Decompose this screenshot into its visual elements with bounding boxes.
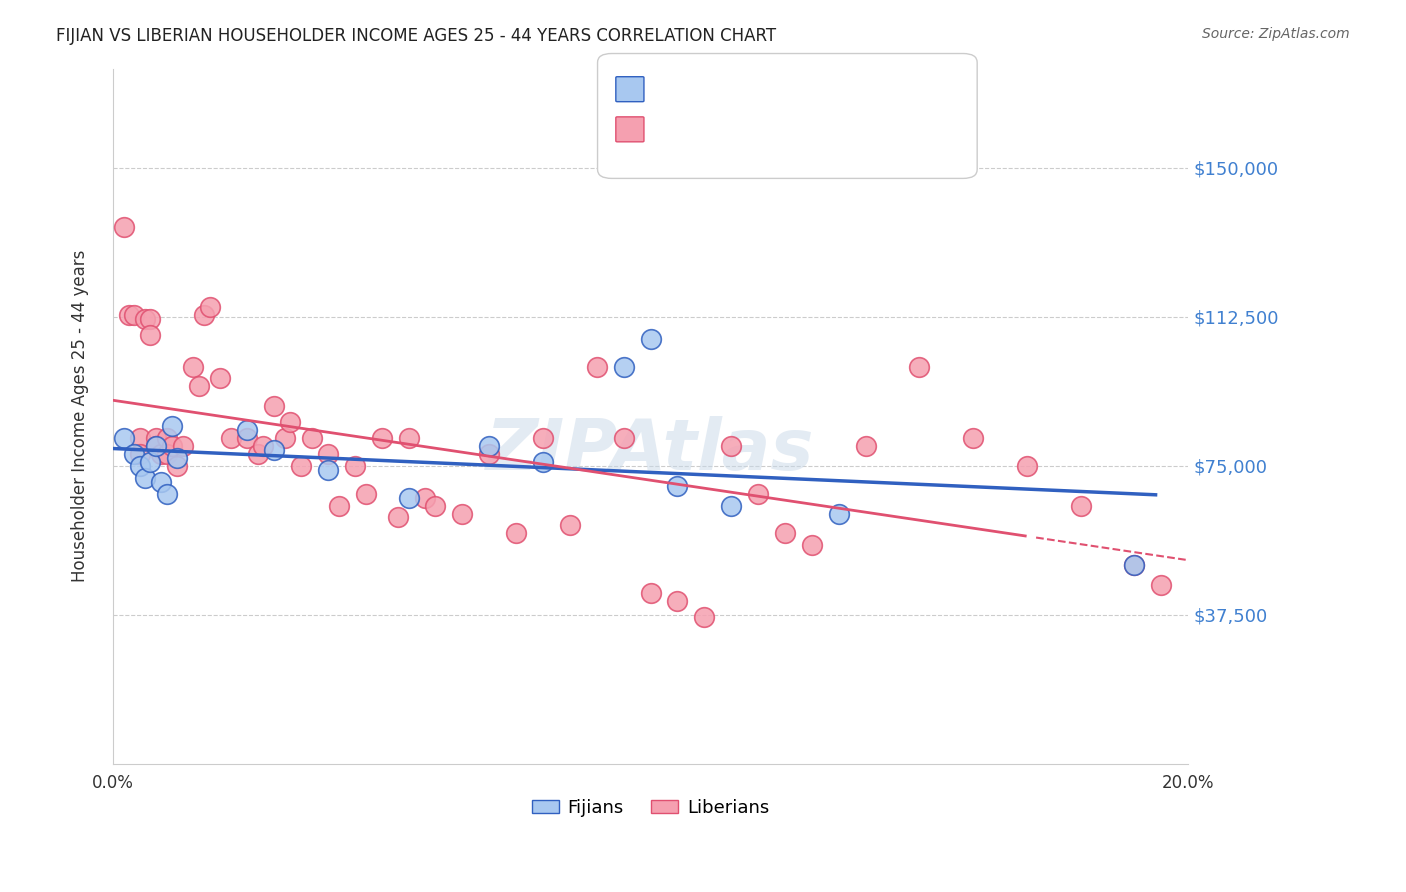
Point	[693, 609, 716, 624]
Point	[301, 431, 323, 445]
Point	[156, 431, 179, 445]
Point	[720, 499, 742, 513]
Point	[413, 491, 436, 505]
Point	[585, 359, 607, 374]
Point	[613, 431, 636, 445]
Point	[398, 431, 420, 445]
Point	[640, 332, 662, 346]
Point	[124, 308, 146, 322]
Text: N = 80: N = 80	[794, 120, 858, 138]
Point	[139, 455, 162, 469]
Point	[398, 491, 420, 505]
Point	[128, 447, 150, 461]
Point	[112, 431, 135, 445]
Point	[855, 439, 877, 453]
Point	[278, 415, 301, 429]
Text: R = -0.249   N = 80: R = -0.249 N = 80	[633, 120, 810, 138]
Y-axis label: Householder Income Ages 25 - 44 years: Householder Income Ages 25 - 44 years	[72, 250, 89, 582]
Point	[828, 507, 851, 521]
Text: -0.218: -0.218	[676, 80, 734, 98]
Point	[128, 431, 150, 445]
Point	[1123, 558, 1146, 573]
Point	[193, 308, 215, 322]
Point	[720, 439, 742, 453]
Point	[316, 447, 339, 461]
Point	[558, 518, 581, 533]
Point	[124, 447, 146, 461]
Point	[531, 431, 554, 445]
Point	[478, 439, 501, 453]
Point	[451, 507, 474, 521]
Text: Source: ZipAtlas.com: Source: ZipAtlas.com	[1202, 27, 1350, 41]
Text: ZIPAtlas: ZIPAtlas	[486, 417, 814, 485]
Point	[773, 526, 796, 541]
Point	[1150, 578, 1173, 592]
Point	[139, 327, 162, 342]
Point	[640, 586, 662, 600]
Point	[134, 471, 156, 485]
Point	[316, 463, 339, 477]
Point	[747, 486, 769, 500]
Point	[219, 431, 242, 445]
Point	[139, 311, 162, 326]
Point	[1015, 458, 1038, 473]
Point	[370, 431, 392, 445]
Point	[160, 439, 183, 453]
Point	[387, 510, 409, 524]
Point	[128, 458, 150, 473]
Point	[274, 431, 297, 445]
Point	[145, 439, 167, 453]
Point	[247, 447, 270, 461]
Point	[145, 439, 167, 453]
Point	[166, 458, 188, 473]
Point	[150, 447, 173, 461]
Point	[150, 475, 173, 489]
Point	[172, 439, 194, 453]
Point	[613, 359, 636, 374]
Point	[425, 499, 447, 513]
Point	[118, 308, 141, 322]
Point	[160, 419, 183, 434]
Point	[962, 431, 984, 445]
Text: R = -0.218   N = 22: R = -0.218 N = 22	[633, 80, 810, 98]
Point	[800, 538, 823, 552]
Point	[666, 479, 689, 493]
Point	[236, 423, 259, 437]
Point	[156, 486, 179, 500]
Point	[1070, 499, 1092, 513]
Point	[505, 526, 527, 541]
Point	[1123, 558, 1146, 573]
Text: N = 22: N = 22	[794, 80, 858, 98]
Point	[252, 439, 274, 453]
Text: -0.249: -0.249	[676, 120, 734, 138]
Legend: Fijians, Liberians: Fijians, Liberians	[524, 792, 776, 824]
Point	[328, 499, 350, 513]
Point	[166, 450, 188, 465]
Point	[156, 447, 179, 461]
Text: FIJIAN VS LIBERIAN HOUSEHOLDER INCOME AGES 25 - 44 YEARS CORRELATION CHART: FIJIAN VS LIBERIAN HOUSEHOLDER INCOME AG…	[56, 27, 776, 45]
Point	[236, 431, 259, 445]
Point	[263, 442, 285, 457]
Point	[263, 399, 285, 413]
Point	[343, 458, 366, 473]
Point	[478, 447, 501, 461]
Point	[666, 594, 689, 608]
Point	[187, 379, 209, 393]
Point	[134, 311, 156, 326]
Point	[531, 455, 554, 469]
Point	[354, 486, 377, 500]
Point	[908, 359, 931, 374]
Point	[183, 359, 205, 374]
Point	[198, 300, 221, 314]
Point	[209, 371, 232, 385]
Point	[145, 431, 167, 445]
Point	[290, 458, 312, 473]
Point	[112, 220, 135, 235]
